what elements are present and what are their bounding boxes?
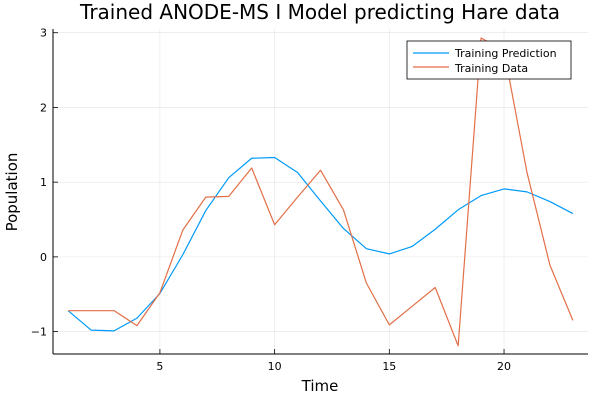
chart-title: Trained ANODE-MS I Model predicting Hare… bbox=[79, 0, 560, 24]
x-axis-label: Time bbox=[301, 377, 339, 395]
x-tick-label: 5 bbox=[156, 360, 163, 373]
legend: Training Prediction Training Data bbox=[406, 40, 572, 80]
grid bbox=[53, 29, 588, 354]
y-tick-label: 3 bbox=[40, 27, 47, 40]
x-tick-label: 15 bbox=[382, 360, 396, 373]
series-line-training-prediction bbox=[67, 156, 574, 332]
legend-box bbox=[406, 40, 572, 80]
legend-label-training-data: Training Data bbox=[454, 62, 528, 75]
x-tick-label: 20 bbox=[497, 360, 511, 373]
y-tick-label: 0 bbox=[40, 251, 47, 264]
series-layer bbox=[67, 37, 574, 347]
y-axis-label: Population bbox=[3, 153, 21, 232]
x-ticks: 5 10 15 20 bbox=[156, 349, 511, 373]
y-ticks: −1 0 1 2 3 bbox=[31, 27, 58, 339]
y-tick-label: 1 bbox=[40, 176, 47, 189]
x-tick-label: 10 bbox=[268, 360, 282, 373]
y-tick-label: −1 bbox=[31, 326, 47, 339]
y-tick-label: 2 bbox=[40, 101, 47, 114]
legend-label-training-prediction: Training Prediction bbox=[454, 47, 557, 60]
series-line-training-data bbox=[68, 37, 574, 347]
